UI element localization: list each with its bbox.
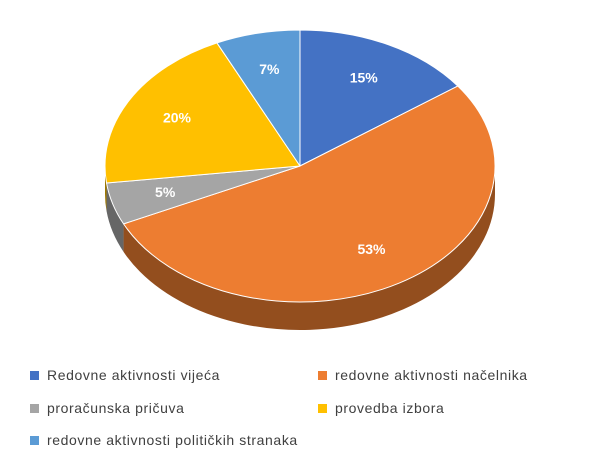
data-label-proracunska-pricuva: 5% xyxy=(155,184,176,200)
legend-label-redovne-aktivnosti-politickih-stranaka: redovne aktivnosti političkih stranaka xyxy=(47,432,298,448)
pie-slices xyxy=(104,29,496,303)
pie-slice-provedba-izbora xyxy=(104,42,301,184)
pie-slice-redovne-aktivnosti-nacelnika xyxy=(123,85,496,303)
legend-label-provedba-izbora: provedba izbora xyxy=(335,400,445,416)
pie-slice-redovne-aktivnosti-politickih-stranaka xyxy=(216,29,301,167)
legend-swatch-proracunska-pricuva xyxy=(30,403,39,413)
legend-label-redovne-aktivnosti-vijeca: Redovne aktivnosti vijeća xyxy=(47,367,220,383)
pie-data-labels: 15% 53% 5% 20% 7% xyxy=(155,61,386,257)
legend-item-redovne-aktivnosti-nacelnika: redovne aktivnosti načelnika xyxy=(318,367,528,383)
data-label-redovne-aktivnosti-nacelnika: 53% xyxy=(357,241,386,257)
data-label-provedba-izbora: 20% xyxy=(163,110,192,126)
pie-chart: 15% 53% 5% 20% 7% xyxy=(104,29,496,330)
legend-swatch-redovne-aktivnosti-vijeca xyxy=(30,370,39,380)
legend-swatch-redovne-aktivnosti-politickih-stranaka xyxy=(30,435,39,445)
legend-swatch-provedba-izbora xyxy=(318,403,327,413)
data-label-redovne-aktivnosti-politickih-stranaka: 7% xyxy=(259,61,280,77)
pie-slice-redovne-aktivnosti-vijeca xyxy=(299,29,459,167)
legend-item-redovne-aktivnosti-vijeca: Redovne aktivnosti vijeća xyxy=(30,367,220,383)
legend-label-redovne-aktivnosti-nacelnika: redovne aktivnosti načelnika xyxy=(335,367,528,383)
data-label-redovne-aktivnosti-vijeca: 15% xyxy=(350,69,379,85)
legend-item-redovne-aktivnosti-politickih-stranaka: redovne aktivnosti političkih stranaka xyxy=(30,432,298,448)
chart-legend: Redovne aktivnosti vijeća redovne aktivn… xyxy=(0,360,598,459)
legend-item-provedba-izbora: provedba izbora xyxy=(318,400,444,416)
legend-swatch-redovne-aktivnosti-nacelnika xyxy=(318,370,327,380)
legend-label-proracunska-pricuva: proračunska pričuva xyxy=(47,400,185,416)
legend-item-proracunska-pricuva: proračunska pričuva xyxy=(30,400,184,416)
